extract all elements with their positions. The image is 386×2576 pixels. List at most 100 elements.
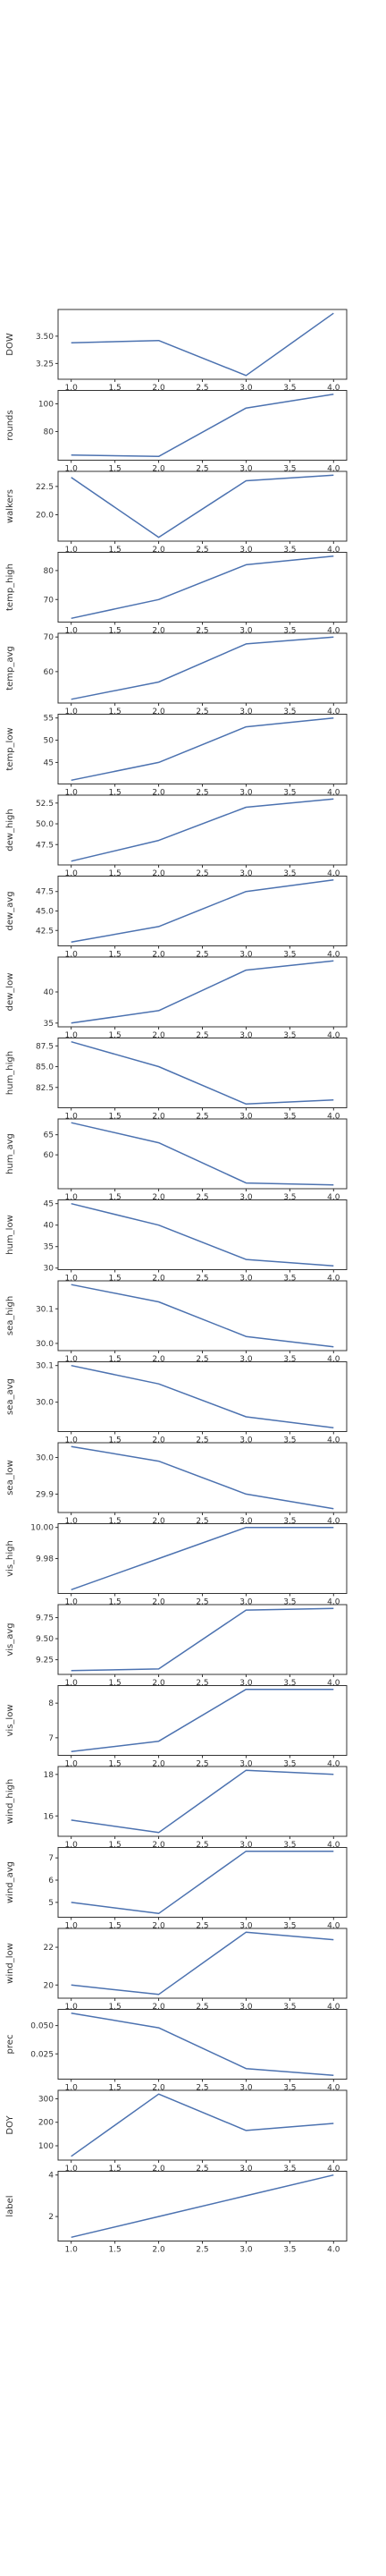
x-tick-label: 2.0	[152, 1679, 165, 1688]
y-tick-label: 9.50	[36, 1635, 54, 1644]
y-tick-label: 70	[44, 633, 55, 642]
x-tick-label: 3.0	[239, 1760, 253, 1769]
series-line-sea_high	[71, 1284, 334, 1348]
x-tick-label: 1.0	[65, 1679, 79, 1688]
x-tick-label: 2.0	[152, 465, 165, 474]
axes-frame	[57, 1523, 348, 1594]
y-axis-label: temp_avg	[5, 646, 15, 691]
x-tick-label: 3.5	[283, 465, 296, 474]
series-line-hum_avg	[71, 1122, 334, 1186]
panel-sea_avg: 30.0 30.1 1.0 1.5 2.0 2.5 3.0 3.5 4.0 sea_avg	[5, 1361, 348, 1445]
x-tick-label: 4.0	[327, 1031, 340, 1040]
x-tick-label: 1.0	[65, 2084, 79, 2093]
x-tick-label: 2.0	[152, 1275, 165, 1284]
y-tick-label: 30.0	[36, 1340, 54, 1349]
x-tick-label: 2.5	[196, 1355, 208, 1364]
x-tick-label: 3.0	[239, 2084, 253, 2093]
x-tick-label: 1.0	[65, 627, 79, 636]
y-tick-label: 100	[38, 401, 54, 410]
x-tick-label: 1.0	[65, 1113, 79, 1122]
y-tick-label: 87.5	[36, 1042, 54, 1051]
x-tick-label: 3.5	[283, 384, 296, 393]
y-axis-label: wind_avg	[5, 1861, 15, 1903]
y-axis-label: vis_low	[5, 1705, 15, 1737]
x-tick-label: 2.0	[152, 2165, 165, 2174]
x-tick-label: 3.5	[283, 1598, 296, 1607]
x-tick-label: 3.0	[239, 1841, 253, 1850]
y-tick-label: 9.75	[36, 1614, 54, 1623]
y-tick-label: 70	[44, 596, 55, 605]
x-tick-label: 2.5	[196, 951, 208, 960]
x-tick-label: 3.0	[239, 1193, 253, 1202]
x-tick-label: 3.5	[283, 708, 296, 716]
x-tick-label: 1.0	[65, 1193, 79, 1202]
panel-DOY: 100 200 300 1.0 1.5 2.0 2.5 3.0 3.5 4.0 DOY	[5, 2089, 348, 2174]
x-tick-label: 2.0	[152, 2003, 165, 2012]
x-tick-label: 3.0	[239, 789, 253, 798]
x-tick-label: 1.0	[65, 789, 79, 798]
x-tick-label: 2.0	[152, 546, 165, 555]
x-tick-label: 2.5	[196, 1517, 208, 1526]
panel-prec: 0.025 0.050 1.0 1.5 2.0 2.5 3.0 3.5 4.0 prec	[5, 2009, 348, 2093]
series-line-temp_low	[71, 716, 334, 782]
x-tick-label: 3.0	[239, 2165, 253, 2174]
x-tick-label: 3.0	[239, 1031, 253, 1040]
x-tick-label: 3.5	[283, 2165, 296, 2174]
y-axis-label: sea_avg	[5, 1378, 15, 1415]
y-axis-label: label	[5, 2195, 15, 2216]
x-tick-label: 4.0	[327, 1598, 340, 1607]
x-tick-label: 2.5	[196, 2084, 208, 2093]
y-axis-label: dew_high	[5, 809, 15, 851]
y-axis-label: hum_high	[5, 1051, 15, 1095]
y-tick-label: 60	[44, 668, 55, 677]
x-tick-label: 1.0	[65, 869, 79, 878]
x-tick-label: 2.5	[196, 1113, 208, 1122]
x-tick-label: 3.5	[283, 2246, 296, 2255]
x-tick-label: 3.5	[283, 1760, 296, 1769]
y-tick-label: 30.1	[36, 1305, 54, 1314]
x-tick-label: 2.5	[196, 2165, 208, 2174]
y-tick-label: 9.25	[36, 1657, 54, 1665]
x-tick-label: 4.0	[327, 1517, 340, 1526]
x-tick-label: 2.0	[152, 1841, 165, 1850]
x-tick-label: 4.0	[327, 384, 340, 393]
x-tick-label: 2.0	[152, 2084, 165, 2093]
x-tick-label: 3.5	[283, 1113, 296, 1122]
series-line-sea_low	[71, 1445, 334, 1510]
y-tick-label: 8	[48, 1699, 54, 1708]
y-tick-label: 20	[44, 1981, 55, 1990]
x-tick-label: 1.0	[65, 1760, 79, 1769]
x-tick-label: 2.0	[152, 1598, 165, 1607]
x-tick-label: 2.5	[196, 1760, 208, 1769]
x-tick-label: 1.5	[108, 1031, 121, 1040]
y-tick-label: 30.1	[36, 1362, 54, 1371]
axes-frame	[57, 1685, 348, 1756]
x-tick-label: 4.0	[327, 789, 340, 798]
axes-frame	[57, 470, 348, 542]
x-tick-label: 2.5	[196, 546, 208, 555]
y-tick-label: 18	[44, 1771, 55, 1780]
series-line-dew_avg	[71, 878, 334, 944]
x-tick-label: 2.5	[196, 789, 208, 798]
x-tick-label: 4.0	[327, 1355, 340, 1364]
x-tick-label: 1.0	[65, 1031, 79, 1040]
series-line-dew_low	[71, 960, 334, 1024]
axes-frame	[57, 2009, 348, 2080]
x-tick-label: 1.0	[65, 1436, 79, 1445]
series-line-wind_high	[71, 1769, 334, 1834]
y-tick-label: 40	[44, 1222, 55, 1231]
x-tick-label: 2.5	[196, 1193, 208, 1202]
x-tick-label: 4.0	[327, 2003, 340, 2012]
x-tick-label: 1.0	[65, 384, 79, 393]
y-tick-label: 29.9	[36, 1490, 54, 1499]
x-tick-label: 3.0	[239, 1598, 253, 1607]
y-tick-label: 200	[38, 2119, 54, 2128]
x-tick-label: 4.0	[327, 2246, 340, 2255]
x-tick-label: 1.5	[108, 1275, 121, 1284]
x-tick-label: 2.5	[196, 465, 208, 474]
x-tick-label: 1.5	[108, 465, 121, 474]
x-tick-label: 2.5	[196, 1275, 208, 1284]
x-tick-label: 2.0	[152, 1355, 165, 1364]
x-tick-label: 3.5	[283, 1517, 296, 1526]
x-tick-label: 4.0	[327, 708, 340, 716]
